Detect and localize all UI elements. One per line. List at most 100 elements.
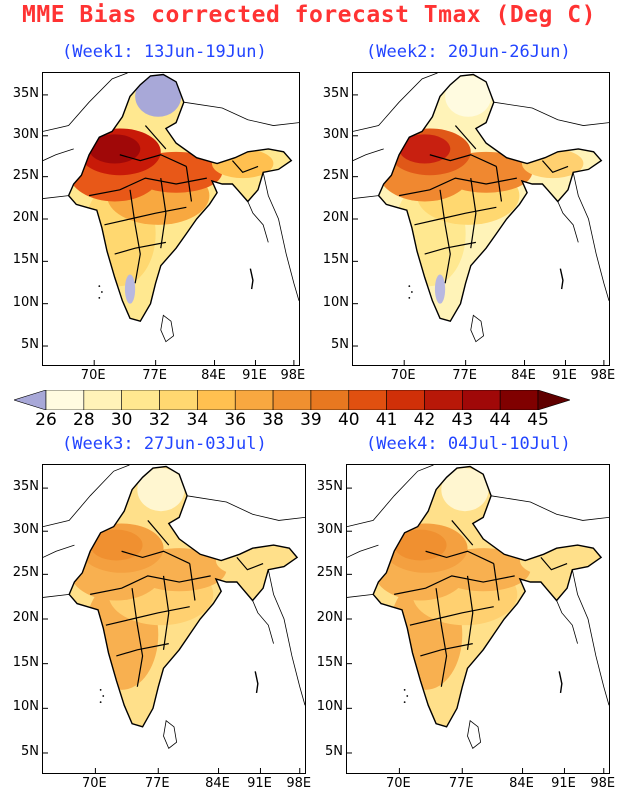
lakshadweep-dot [403,701,406,704]
map-panel-week4 [346,464,610,774]
colorbar-label: 44 [489,410,511,430]
colorbar-label: 43 [451,410,474,430]
neighbour-border [353,148,384,161]
temperature-zone [441,468,489,512]
neighbour-border [183,101,299,126]
lakshadweep-dot [98,296,101,299]
x-tick-label: 70E [80,368,106,383]
india-outline [377,73,603,323]
lakshadweep-dot [408,296,411,299]
x-tick-label: 91E [247,776,272,791]
andaman-islands [558,671,563,694]
colorbar-segment [83,390,122,410]
state-boundary [470,178,477,249]
neighbour-border [491,495,609,521]
state-boundary [90,575,211,595]
state-boundary [429,154,497,167]
sri-lanka-outline [467,719,482,749]
neighbour-border [252,600,274,644]
panel-title-week2: (Week2: 20Jun-26Jun) [366,42,571,62]
state-boundary [394,575,515,595]
neighbour-border [187,495,305,521]
state-boundary [414,206,497,226]
neighbour-border [267,569,305,706]
lakshadweep-dot [99,688,102,691]
x-tick-label: 98E [286,776,312,791]
colorbar-label: 30 [110,410,133,430]
state-boundary [435,588,448,687]
y-tick-label: 5N [21,743,39,759]
neighbour-border [247,201,269,243]
figure-title: MME Bias corrected forecast Tmax (Deg C) [22,2,596,28]
state-boundary [495,166,503,202]
neighbour-border [43,465,130,527]
state-boundary [236,557,264,571]
neighbour-border [43,73,128,132]
colorbar-segment [159,390,198,410]
lakshadweep-dot [406,695,409,697]
y-tick-label: 5N [331,337,349,353]
neighbour-border [353,73,438,132]
temperature-zone [137,468,185,512]
x-tick-label: 70E [82,776,107,791]
colorbar-segment [121,390,160,410]
y-tick-label: 30N [12,522,39,538]
state-boundary [541,160,569,173]
y-tick-label: 25N [322,167,349,183]
state-boundary [466,575,474,650]
state-boundary [116,643,169,657]
state-boundary [189,563,196,601]
colorbar-segment [234,390,274,410]
state-boundary [493,563,500,601]
x-tick-label: 98E [280,368,306,383]
y-tick-label: 20N [12,210,39,225]
y-tick-label: 20N [12,610,39,625]
lakshadweep-dot [102,695,105,697]
panel-title-week4: (Week4: 04Jul-10Jul) [366,434,571,454]
state-boundary [104,206,187,226]
y-tick-label: 15N [316,654,343,670]
state-boundary [420,643,473,657]
temperature-zone [521,148,584,179]
colorbar-label: 26 [35,410,57,430]
neighbour-border [347,544,379,558]
colorbar-label: 38 [262,410,284,430]
y-tick-label: 10N [322,294,349,310]
lakshadweep-dot [403,688,406,691]
neighbour-border [353,195,379,199]
x-tick-label: 84E [201,368,226,383]
temperature-zone [215,545,279,576]
y-tick-label: 30N [316,522,343,538]
colorbar-label: 40 [337,410,360,430]
temperature-zone [90,529,143,561]
temperature-zone [399,134,451,164]
india-outline [68,465,299,728]
state-boundary [121,550,190,565]
neighbour-border [43,593,70,598]
colorbar-segment [45,390,85,410]
india-outline [67,73,293,323]
neighbour-border [572,172,609,301]
y-tick-label: 30N [322,126,349,142]
state-boundary [147,520,170,546]
state-boundary [398,177,517,197]
neighbour-border [557,201,579,243]
neighbour-border [347,593,374,598]
colorbar-label: 34 [186,410,209,430]
state-boundary [451,520,474,546]
y-tick-label: 20N [316,610,343,625]
sri-lanka-outline [160,314,174,343]
state-boundary [131,588,144,687]
colorbar-segment [310,390,350,410]
lakshadweep-dot [99,701,102,704]
colorbar-label: 45 [527,410,549,430]
colorbar-segment [537,390,570,410]
colorbar-segment [197,390,236,410]
y-tick-label: 5N [325,743,343,759]
neighbour-border [493,101,609,126]
y-tick-label: 5N [21,337,39,353]
y-tick-label: 35N [12,479,39,495]
colorbar-label: 32 [148,410,171,430]
state-boundary [454,125,477,150]
map-panel-week2 [352,72,610,366]
